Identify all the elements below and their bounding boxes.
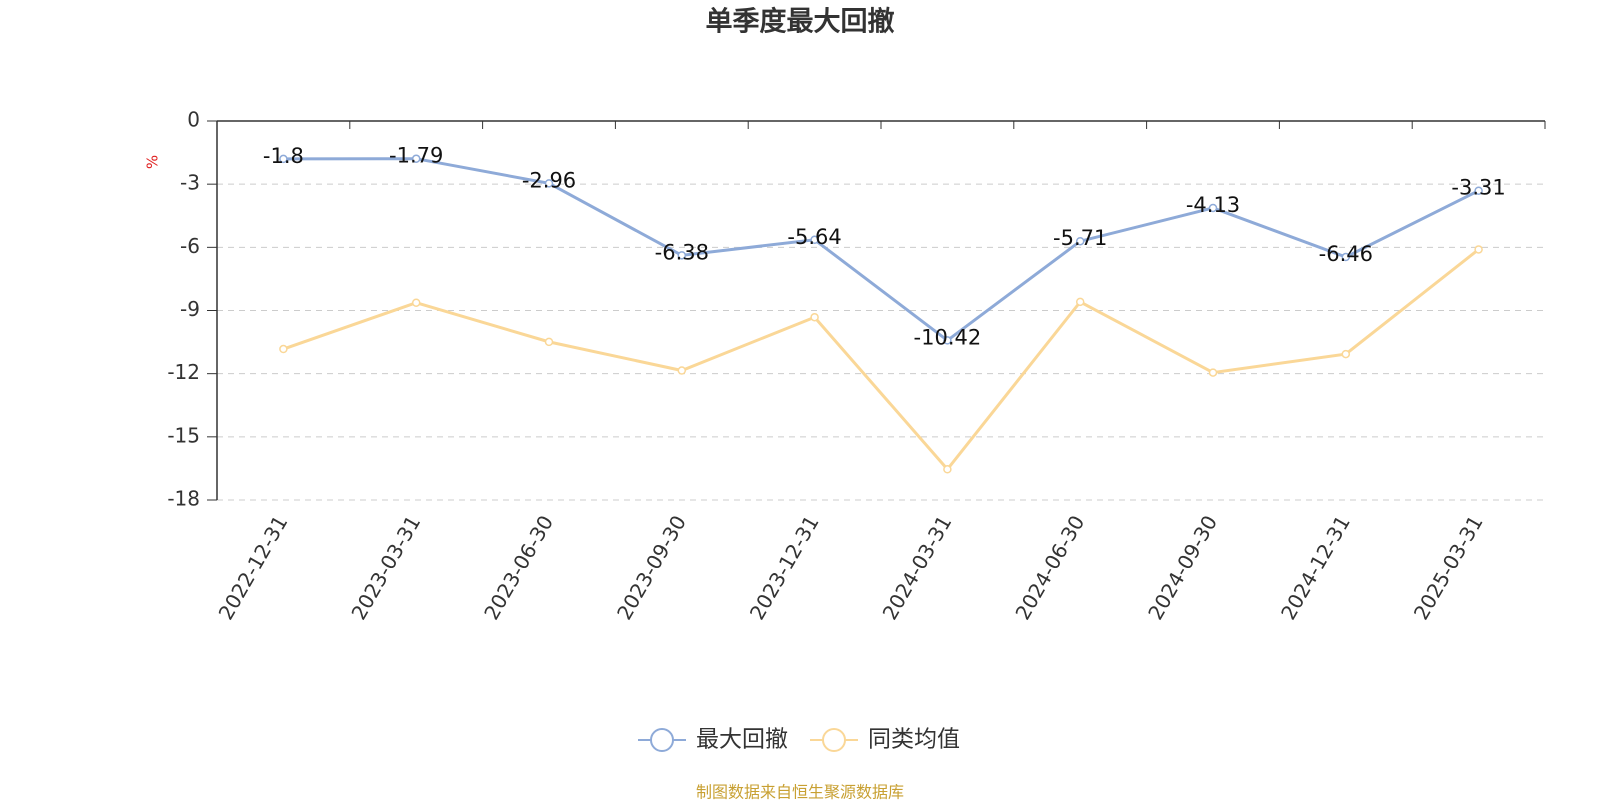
series-line (282, 248, 1480, 472)
data-point (677, 366, 687, 375)
data-point (544, 337, 554, 347)
data-point (810, 235, 819, 245)
data-point (544, 179, 554, 188)
y-axis-label: % (144, 155, 162, 169)
x-tick-label: 2024-12-31 (1276, 511, 1355, 624)
y-tick-label: -12 (167, 360, 200, 384)
legend-marker (650, 728, 674, 752)
data-point (279, 154, 288, 164)
data-point (1474, 245, 1483, 254)
data-label: -4.13 (1186, 193, 1240, 217)
data-label: -1.79 (389, 144, 443, 168)
y-tick-label: -15 (167, 423, 200, 447)
data-label: -3.31 (1451, 176, 1505, 200)
data-point (1341, 349, 1351, 359)
data-label: -10.42 (914, 325, 982, 349)
source-note: 制图数据来自恒生聚源数据库 (696, 783, 904, 800)
data-point (943, 336, 952, 345)
x-tick-label: 2023-03-31 (346, 511, 425, 624)
data-label: -5.71 (1053, 226, 1107, 250)
y-tick-label: -6 (180, 234, 200, 258)
data-point (677, 251, 687, 260)
data-point (810, 312, 819, 322)
x-tick-label: 2023-09-30 (612, 511, 691, 624)
data-point (1474, 186, 1483, 195)
data-point (1075, 297, 1085, 307)
data-label: -1.8 (263, 144, 304, 168)
series-line (283, 157, 1480, 343)
x-tick-label: 2024-06-30 (1010, 511, 1089, 624)
data-point (943, 465, 952, 474)
y-tick-label: 0 (187, 108, 200, 132)
y-tick-label: -18 (167, 487, 200, 511)
x-tick-label: 2024-09-30 (1143, 511, 1222, 624)
data-point (1341, 252, 1351, 262)
x-tick-label: 2023-06-30 (479, 511, 558, 624)
x-tick-label: 2025-03-31 (1409, 511, 1488, 624)
data-point (279, 344, 288, 354)
data-label: -5.64 (787, 225, 841, 249)
x-tick-label: 2022-12-31 (214, 511, 293, 624)
legend-label: 同类均值 (868, 727, 960, 753)
data-point (1208, 203, 1218, 213)
data-point (411, 154, 421, 163)
x-tick-label: 2023-12-31 (745, 511, 824, 624)
data-point (1208, 368, 1218, 377)
y-tick-label: -3 (180, 171, 200, 195)
legend-marker (822, 728, 846, 752)
x-tick-label: 2024-03-31 (878, 511, 957, 624)
legend-label: 最大回撤 (696, 727, 788, 753)
data-point (411, 298, 421, 307)
y-tick-label: -9 (180, 297, 200, 321)
data-label: -6.46 (1319, 242, 1373, 266)
data-label: -2.96 (522, 168, 576, 192)
chart-title: 单季度最大回撤 (706, 6, 895, 38)
data-point (1075, 236, 1085, 246)
data-label: -6.38 (655, 240, 709, 264)
